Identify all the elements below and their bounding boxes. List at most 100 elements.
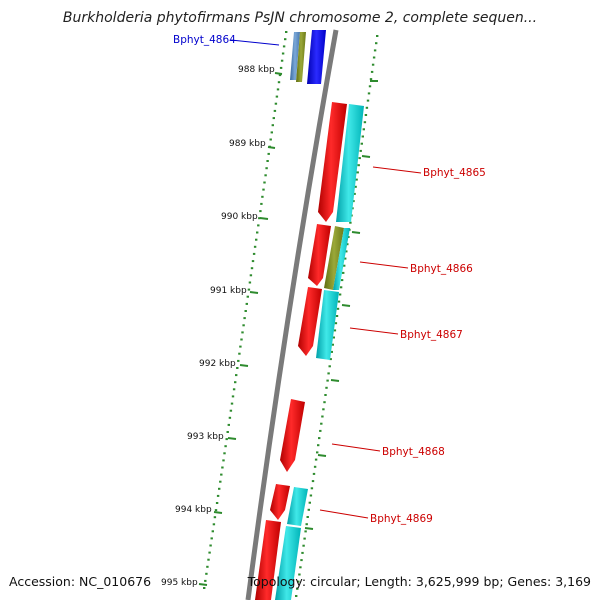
cds-reverse-arrow xyxy=(308,224,331,286)
major-tick xyxy=(304,527,314,530)
minor-tick xyxy=(229,409,233,412)
cds-blue-feature xyxy=(307,30,326,84)
minor-tick xyxy=(214,509,218,512)
minor-tick xyxy=(271,124,274,127)
minor-tick xyxy=(312,472,316,475)
minor-tick xyxy=(308,501,311,504)
minor-tick xyxy=(236,367,239,369)
minor-tick xyxy=(234,381,237,384)
minor-tick xyxy=(328,365,331,368)
minor-tick xyxy=(318,437,321,440)
scale-ticks-right xyxy=(295,35,379,597)
minor-tick xyxy=(264,174,267,177)
cds-forward-box xyxy=(275,526,301,600)
minor-tick xyxy=(245,302,248,305)
minor-tick xyxy=(307,508,310,511)
minor-tick xyxy=(301,551,304,554)
label-leader-line xyxy=(230,39,280,46)
minor-tick xyxy=(251,260,255,263)
minor-tick xyxy=(269,138,272,141)
minor-tick xyxy=(324,394,327,396)
cds-forward-box xyxy=(316,290,339,360)
gene-label-bphyt-4867[interactable]: Bphyt_4867 xyxy=(400,329,463,341)
scale-label: 992 kbp xyxy=(199,359,236,369)
minor-tick xyxy=(373,49,377,52)
minor-tick xyxy=(270,131,273,134)
minor-tick xyxy=(276,88,280,91)
minor-tick xyxy=(360,142,363,145)
scale-label: 994 kbp xyxy=(175,505,212,515)
cds-forward-box xyxy=(287,487,308,526)
minor-tick xyxy=(361,135,364,138)
gene-label-bphyt-4866[interactable]: Bphyt_4866 xyxy=(410,263,473,275)
minor-tick xyxy=(273,109,277,112)
minor-tick xyxy=(248,281,252,284)
minor-tick xyxy=(221,466,224,469)
minor-tick xyxy=(228,416,232,419)
minor-tick xyxy=(366,99,370,102)
cds-reverse-arrow xyxy=(270,484,290,520)
gene-label-bphyt-4869[interactable]: Bphyt_4869 xyxy=(370,513,433,525)
label-leader-line xyxy=(359,261,409,269)
minor-tick xyxy=(298,573,301,576)
scale-label: 993 kbp xyxy=(187,432,224,442)
major-tick xyxy=(239,364,249,367)
gene-label-bphyt-4868[interactable]: Bphyt_4868 xyxy=(382,446,445,458)
major-tick xyxy=(330,379,340,382)
minor-tick xyxy=(235,374,238,377)
minor-tick xyxy=(310,487,314,490)
scale-label: 995 kbp xyxy=(161,578,198,588)
minor-tick xyxy=(259,210,262,213)
minor-tick xyxy=(305,523,308,526)
minor-tick xyxy=(376,35,379,37)
minor-tick xyxy=(207,558,210,561)
minor-tick xyxy=(332,336,335,339)
minor-tick xyxy=(372,56,376,59)
minor-tick xyxy=(342,271,345,274)
minor-tick xyxy=(309,494,313,497)
major-tick xyxy=(361,155,371,158)
minor-tick xyxy=(211,530,214,533)
minor-tick xyxy=(260,202,263,205)
minor-tick xyxy=(281,52,285,55)
minor-tick xyxy=(353,192,356,195)
scale-label: 990 kbp xyxy=(221,212,258,222)
gene-label-bphyt-4865[interactable]: Bphyt_4865 xyxy=(423,167,486,179)
minor-tick xyxy=(249,274,253,277)
minor-tick xyxy=(343,264,346,267)
minor-tick xyxy=(246,295,249,298)
minor-tick xyxy=(363,121,367,124)
minor-tick xyxy=(326,379,329,382)
minor-tick xyxy=(231,395,235,398)
cds-forward-box xyxy=(336,104,364,222)
minor-tick xyxy=(285,31,288,33)
scale-ticks-left xyxy=(203,31,288,589)
minor-tick xyxy=(344,257,347,260)
cds-reverse-arrow xyxy=(255,520,281,600)
minor-tick xyxy=(215,502,219,504)
minor-tick xyxy=(238,352,241,355)
scale-label: 988 kbp xyxy=(238,65,275,75)
minor-tick xyxy=(337,300,341,303)
cds-reverse-arrow xyxy=(280,399,305,472)
minor-tick xyxy=(226,431,229,433)
minor-tick xyxy=(330,350,333,353)
minor-tick xyxy=(358,157,361,160)
minor-tick xyxy=(210,537,213,540)
minor-tick xyxy=(205,572,208,575)
minor-tick xyxy=(279,66,283,69)
gene-label-bphyt-4864[interactable]: Bphyt_4864 xyxy=(173,34,236,46)
minor-tick xyxy=(299,566,302,569)
minor-tick xyxy=(333,329,337,332)
major-tick xyxy=(259,217,269,220)
minor-tick xyxy=(220,473,223,476)
minor-tick xyxy=(339,286,343,289)
map-title: Burkholderia phytofirmans PsJN chromosom… xyxy=(62,10,538,26)
minor-tick xyxy=(345,250,348,253)
minor-tick xyxy=(239,345,242,348)
minor-tick xyxy=(346,243,349,246)
minor-tick xyxy=(242,324,245,327)
minor-tick xyxy=(256,231,259,234)
minor-tick xyxy=(274,102,278,105)
